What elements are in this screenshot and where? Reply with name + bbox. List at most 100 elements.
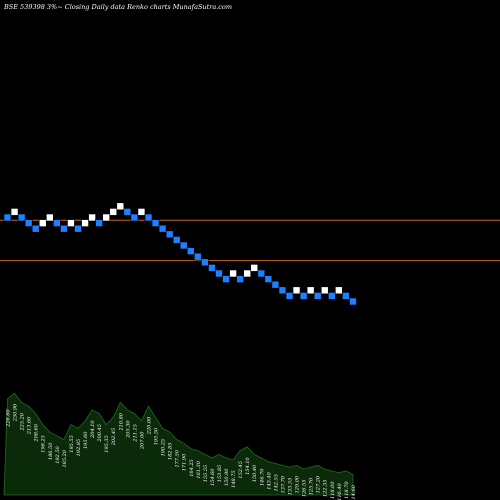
- volume-label: 195.50: [154, 427, 160, 445]
- volume-label: 195.60: [83, 431, 89, 449]
- volume-label: 116.40: [337, 482, 343, 500]
- volume-label: 205.30: [125, 420, 131, 439]
- renko-brick-down: [278, 286, 287, 295]
- renko-brick-down: [172, 236, 181, 244]
- volume-label: 150.40: [252, 464, 258, 482]
- renko-brick-up: [250, 264, 259, 272]
- renko-brick-down: [208, 264, 216, 272]
- renko-brick-down: [17, 213, 26, 222]
- volume-label: 164.25: [189, 459, 195, 477]
- volume-label: 125.70: [309, 477, 315, 495]
- volume-label: 153.85: [217, 465, 223, 483]
- renko-brick-up: [88, 213, 96, 222]
- renko-brick-down: [201, 258, 209, 267]
- volume-label: 114.60: [351, 484, 357, 500]
- renko-brick-up: [116, 202, 125, 211]
- renko-brick-down: [144, 213, 153, 222]
- renko-brick-down: [299, 292, 308, 300]
- volume-label: 171.90: [182, 453, 188, 471]
- renko-brick-down: [187, 247, 195, 255]
- volume-label: 220.00: [147, 416, 153, 435]
- volume-label: 143.40: [266, 471, 272, 489]
- renko-brick-down: [53, 219, 61, 227]
- renko-brick-down: [60, 224, 68, 233]
- volume-label: 155.55: [203, 465, 209, 483]
- volume-label: 122.35: [323, 480, 329, 498]
- renko-brick-up: [81, 219, 89, 227]
- chart-title: BSE 539398 3%~ Closing Daily data Renko …: [3, 3, 232, 11]
- volume-label: 150.90: [224, 468, 230, 486]
- renko-brick-down: [327, 292, 336, 300]
- volume-label: 198.25: [41, 435, 47, 453]
- volume-label: 208.60: [34, 423, 40, 442]
- renko-brick-up: [229, 269, 237, 278]
- volume-label: 142.55: [273, 474, 279, 492]
- volume-label: 225.20: [20, 412, 26, 431]
- renko-brick-down: [342, 292, 350, 300]
- volume-label: 118.00: [330, 481, 336, 499]
- volume-label: 195.35: [104, 435, 110, 453]
- volume-label: 137.70: [280, 475, 286, 493]
- volume-label: 190.25: [161, 439, 167, 457]
- renko-brick-down: [285, 292, 294, 300]
- renko-brick-down: [31, 224, 40, 233]
- volume-label: 133.55: [288, 478, 294, 496]
- volume-label: 118.70: [344, 481, 350, 499]
- volume-label: 182.85: [168, 443, 174, 461]
- renko-brick-up: [137, 208, 146, 216]
- volume-label: 152.45: [238, 461, 244, 479]
- volume-label: 154.10: [245, 457, 251, 475]
- renko-brick-up: [335, 286, 343, 295]
- renko-brick-up: [243, 269, 251, 278]
- volume-label: 207.00: [139, 431, 145, 450]
- volume-label: 185.20: [62, 449, 68, 467]
- volume-label: 127.20: [316, 475, 322, 493]
- volume-label: 226.60: [6, 408, 12, 427]
- renko-brick-down: [165, 230, 174, 239]
- renko-brick-down: [222, 275, 230, 283]
- renko-brick-up: [45, 213, 54, 222]
- volume-label: 154.60: [210, 468, 216, 486]
- volume-label: 195.55: [69, 435, 75, 453]
- volume-area-path: [3, 392, 354, 496]
- renko-brick-down: [74, 224, 82, 233]
- renko-brick-down: [215, 269, 223, 278]
- volume-label: 204.10: [90, 420, 96, 439]
- volume-label: 186.50: [48, 442, 54, 460]
- volume-label: 177.50: [175, 449, 181, 467]
- volume-label: 192.85: [76, 439, 82, 457]
- volume-label: 161.30: [196, 460, 202, 478]
- renko-brick-down: [130, 213, 139, 222]
- renko-brick-down: [257, 269, 266, 278]
- renko-brick-down: [158, 224, 167, 233]
- renko-brick-up: [38, 219, 47, 227]
- volume-area: [3, 392, 354, 496]
- renko-brick-up: [320, 286, 329, 295]
- volume-label: 213.60: [27, 416, 33, 435]
- renko-brick-down: [271, 280, 280, 289]
- renko-brick-down: [179, 241, 188, 250]
- renko-brick-up: [67, 219, 75, 227]
- renko-brick-down: [123, 208, 132, 216]
- volume-label: 192.50: [55, 445, 61, 463]
- renko-brick-up: [10, 208, 19, 216]
- volume-label: 202.45: [111, 428, 117, 447]
- volume-label: 210.80: [118, 412, 124, 431]
- volume-label: 126.55: [302, 480, 308, 498]
- renko-brick-up: [292, 286, 301, 295]
- volume-label: 211.15: [132, 424, 138, 443]
- renko-brick-down: [24, 219, 33, 227]
- renko-brick-down: [194, 252, 202, 261]
- renko-brick-up: [109, 208, 118, 216]
- renko-brick-down: [151, 219, 160, 227]
- renko-brick-down: [236, 275, 244, 283]
- renko-brick-down: [3, 213, 12, 222]
- renko-brick-down: [95, 219, 103, 227]
- renko-brick-down: [313, 292, 322, 300]
- volume-label: 146.70: [259, 468, 265, 486]
- volume-label: 129.00: [295, 475, 301, 493]
- renko-brick-up: [102, 213, 110, 222]
